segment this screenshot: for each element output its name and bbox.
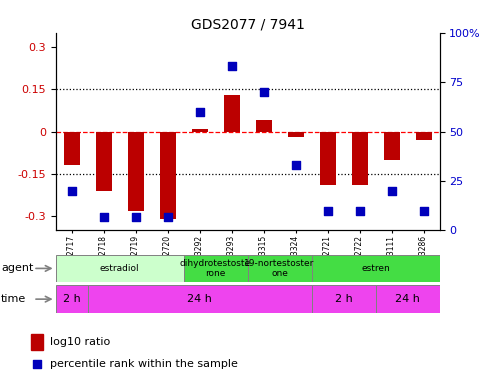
Bar	[312, 285, 376, 313]
Point	[292, 162, 299, 168]
Point	[355, 207, 363, 214]
Point	[99, 214, 107, 220]
Text: 19-nortestoster
one: 19-nortestoster one	[244, 259, 315, 278]
Text: log10 ratio: log10 ratio	[50, 337, 111, 347]
Text: estren: estren	[361, 264, 390, 273]
Text: percentile rank within the sample: percentile rank within the sample	[50, 359, 238, 369]
Bar	[128, 131, 143, 210]
Bar	[56, 255, 184, 282]
Text: agent: agent	[1, 263, 33, 273]
Point	[132, 214, 140, 220]
Point	[388, 188, 396, 194]
Bar	[56, 285, 87, 313]
Text: 24 h: 24 h	[187, 294, 212, 304]
Bar	[287, 131, 303, 137]
Bar	[192, 129, 208, 131]
Point	[68, 188, 75, 194]
Bar	[248, 255, 312, 282]
Bar	[64, 131, 80, 166]
Text: dihydrotestoste
rone: dihydrotestoste rone	[180, 259, 251, 278]
Bar	[312, 255, 440, 282]
Bar	[320, 131, 336, 185]
Point	[164, 214, 171, 220]
Bar	[384, 131, 399, 160]
Point	[420, 207, 427, 214]
Bar	[376, 285, 440, 313]
Bar	[31, 334, 43, 350]
Point	[227, 63, 235, 70]
Point	[196, 109, 203, 115]
Point	[33, 361, 41, 367]
Bar	[415, 131, 431, 140]
Text: 2 h: 2 h	[335, 294, 353, 304]
Bar	[96, 131, 112, 191]
Bar	[224, 95, 240, 131]
Text: 2 h: 2 h	[63, 294, 80, 304]
Bar	[184, 255, 248, 282]
Text: estradiol: estradiol	[99, 264, 140, 273]
Bar	[159, 131, 175, 219]
Bar	[256, 120, 271, 131]
Text: time: time	[1, 294, 27, 304]
Bar	[87, 285, 312, 313]
Point	[324, 207, 331, 214]
Point	[260, 89, 268, 95]
Text: 24 h: 24 h	[395, 294, 420, 304]
Bar	[352, 131, 368, 185]
Title: GDS2077 / 7941: GDS2077 / 7941	[191, 18, 304, 31]
